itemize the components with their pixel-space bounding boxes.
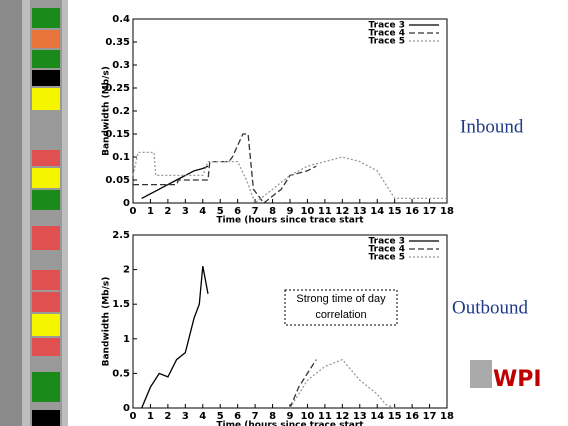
x-tick-label: 16 xyxy=(405,411,419,422)
y-tick-label: 0.4 xyxy=(112,14,130,25)
legend-label: Trace 4 xyxy=(369,29,406,39)
x-tick-label: 0 xyxy=(130,206,137,217)
x-tick-label: 1 xyxy=(147,206,154,217)
x-axis-label: Time (hours since trace start xyxy=(216,421,364,426)
x-tick-label: 11 xyxy=(318,411,332,422)
x-tick-label: 2 xyxy=(164,206,171,217)
y-tick-label: 0 xyxy=(123,198,130,209)
x-tick-label: 15 xyxy=(388,206,402,217)
x-tick-label: 7 xyxy=(252,411,259,422)
logo-text: WPI xyxy=(493,367,542,392)
x-tick-label: 12 xyxy=(335,206,349,217)
x-tick-label: 8 xyxy=(269,206,276,217)
legend-label: Trace 3 xyxy=(369,237,406,247)
y-tick-label: 0.5 xyxy=(112,368,130,379)
x-tick-label: 2 xyxy=(164,411,171,422)
annotation: Strong time of day xyxy=(296,293,386,305)
y-tick-label: 1 xyxy=(123,334,130,345)
x-tick-label: 6 xyxy=(234,411,241,422)
x-tick-label: 4 xyxy=(199,411,206,422)
x-tick-label: 10 xyxy=(300,411,314,422)
y-tick-label: 2 xyxy=(123,265,130,276)
x-tick-label: 17 xyxy=(423,206,437,217)
legend-label: Trace 4 xyxy=(369,245,406,255)
x-tick-label: 3 xyxy=(182,206,189,217)
x-tick-label: 11 xyxy=(318,206,332,217)
y-tick-label: 0.3 xyxy=(112,60,130,71)
y-axis-label: Bandwidth (Mb/s) xyxy=(102,66,112,156)
x-tick-label: 8 xyxy=(269,411,276,422)
x-tick-label: 9 xyxy=(287,206,294,217)
x-tick-label: 5 xyxy=(217,411,224,422)
x-tick-label: 16 xyxy=(405,206,419,217)
data-line xyxy=(289,359,317,409)
annotation: correlation xyxy=(315,309,366,321)
x-tick-label: 5 xyxy=(217,206,224,217)
x-tick-label: 3 xyxy=(182,411,189,422)
x-tick-label: 18 xyxy=(440,411,454,422)
data-line xyxy=(141,265,209,409)
y-tick-label: 0.05 xyxy=(105,175,130,186)
x-tick-label: 13 xyxy=(353,411,367,422)
legend-label: Trace 5 xyxy=(369,253,406,263)
x-tick-label: 18 xyxy=(440,206,454,217)
y-tick-label: 0.2 xyxy=(112,106,130,117)
x-tick-label: 0 xyxy=(130,411,137,422)
y-axis-label: Bandwidth (Mb/s) xyxy=(102,277,112,367)
x-tick-label: 7 xyxy=(252,206,259,217)
x-tick-label: 10 xyxy=(300,206,314,217)
x-tick-label: 12 xyxy=(335,411,349,422)
legend-label: Trace 3 xyxy=(369,21,406,31)
data-line xyxy=(141,165,209,199)
logo: WPI xyxy=(470,360,542,392)
x-tick-label: 15 xyxy=(388,411,402,422)
y-tick-label: 0 xyxy=(123,403,130,414)
x-tick-label: 13 xyxy=(353,206,367,217)
x-tick-label: 17 xyxy=(423,411,437,422)
x-tick-label: 1 xyxy=(147,411,154,422)
y-tick-label: 0.35 xyxy=(105,37,130,48)
y-tick-label: 0.1 xyxy=(112,152,130,163)
side-label: Outbound xyxy=(452,297,529,318)
y-tick-label: 2.5 xyxy=(112,230,130,241)
x-tick-label: 4 xyxy=(199,206,206,217)
y-tick-label: 0.15 xyxy=(105,129,130,140)
data-line xyxy=(289,358,395,409)
data-line xyxy=(132,151,447,205)
data-line xyxy=(133,133,317,204)
annotation-box xyxy=(284,289,398,326)
side-label: Inbound xyxy=(460,116,524,137)
decor-strip xyxy=(0,0,68,426)
x-tick-label: 14 xyxy=(370,411,384,422)
legend-label: Trace 5 xyxy=(369,37,406,47)
x-tick-label: 6 xyxy=(234,206,241,217)
x-tick-label: 14 xyxy=(370,206,384,217)
y-tick-label: 1.5 xyxy=(112,299,130,310)
x-tick-label: 9 xyxy=(287,411,294,422)
x-axis-label: Time (hours since trace start xyxy=(216,216,364,226)
y-tick-label: 0.25 xyxy=(105,83,130,94)
